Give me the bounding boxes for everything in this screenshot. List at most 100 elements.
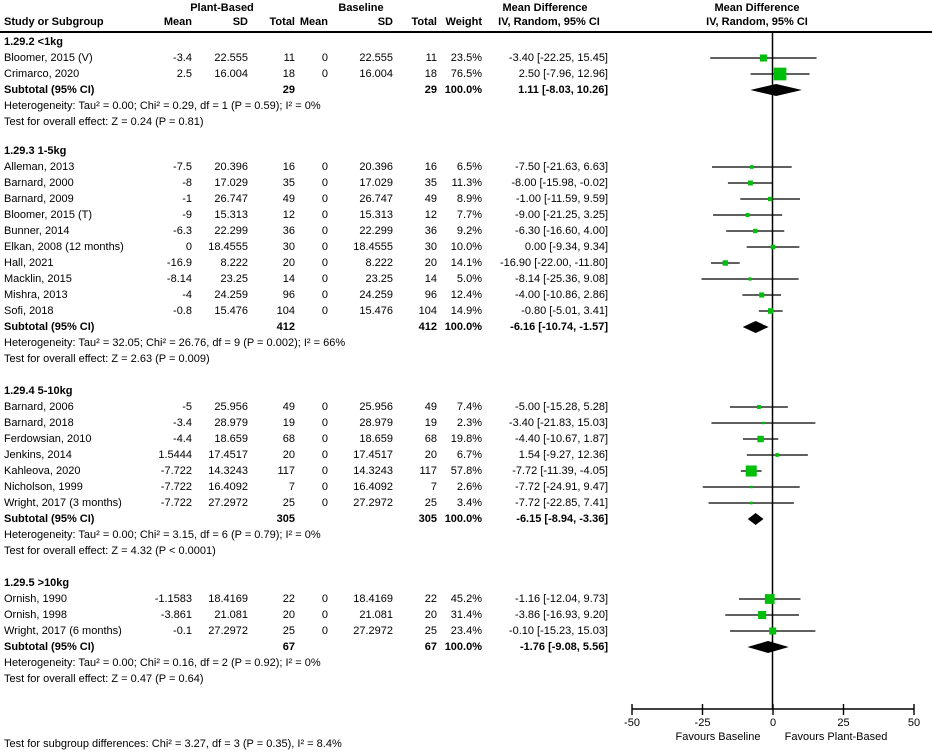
- study-name: Barnard, 2000: [4, 177, 74, 189]
- effect-square: [748, 277, 752, 281]
- subgroup-header-row: 1.29.2 <1kg: [0, 34, 932, 50]
- iv-method-column-header: IV, Random, 95% CI: [498, 16, 600, 28]
- ci-text: -8.14 [-25.36, 9.08]: [515, 273, 608, 285]
- ci-text: 0.00 [-9.34, 9.34]: [524, 241, 608, 253]
- sd-plant: 17.4517: [208, 449, 248, 461]
- weight: 14.9%: [450, 305, 482, 317]
- sd-plant: 22.299: [214, 225, 248, 237]
- subtotal-diamond: [747, 641, 789, 653]
- effect-square: [757, 435, 764, 443]
- total-plant: 7: [288, 481, 295, 493]
- sd-baseline: 8.222: [365, 257, 393, 269]
- mean-plant: -1.1583: [154, 593, 192, 605]
- total-plant: 117: [277, 465, 295, 477]
- sd-plant: 18.4555: [208, 241, 248, 253]
- effect-square: [769, 627, 777, 635]
- effect-square: [756, 405, 761, 409]
- total-baseline: 16: [424, 161, 437, 173]
- heterogeneity-row: Heterogeneity: Tau² = 32.05; Chi² = 26.7…: [0, 335, 932, 351]
- heterogeneity-text: Heterogeneity: Tau² = 0.00; Chi² = 3.15,…: [4, 529, 321, 541]
- subgroup-header-row: 1.29.3 1-5kg: [0, 143, 932, 159]
- mean-plant: -3.4: [173, 417, 192, 429]
- mean-baseline: 0: [321, 401, 328, 413]
- weight: 9.2%: [456, 225, 482, 237]
- study-name: Sofi, 2018: [4, 305, 54, 317]
- mean-baseline: 0: [321, 161, 328, 173]
- total-baseline: 12: [424, 209, 437, 221]
- heterogeneity-text: Heterogeneity: Tau² = 0.00; Chi² = 0.29,…: [4, 100, 321, 112]
- heterogeneity-text: Heterogeneity: Tau² = 32.05; Chi² = 26.7…: [4, 337, 346, 349]
- effect-square: [758, 610, 767, 620]
- mean-baseline: 0: [321, 209, 328, 221]
- subgroup-header-row: 1.29.5 >10kg: [0, 575, 932, 591]
- study-name: Hall, 2021: [4, 257, 54, 269]
- weight: 23.4%: [450, 625, 482, 637]
- mean-baseline: 0: [321, 52, 328, 64]
- mean-plant: -6.3: [173, 225, 192, 237]
- total-plant: 68: [282, 433, 295, 445]
- sd-plant: 20.396: [214, 161, 248, 173]
- subtotal-diamond: [750, 84, 802, 96]
- mean-baseline: 0: [321, 481, 328, 493]
- sd-baseline: 21.081: [359, 609, 393, 621]
- overall-effect-text: Test for overall effect: Z = 0.24 (P = 0…: [4, 116, 204, 128]
- weight: 3.4%: [456, 497, 482, 509]
- sd-baseline: 18.4169: [353, 593, 393, 605]
- mean-plant: -4: [182, 289, 192, 301]
- sd-plant: 15.476: [214, 305, 248, 317]
- subtotal-ci-text: -1.76 [-9.08, 5.56]: [519, 641, 608, 653]
- total-plant: 16: [282, 161, 295, 173]
- sd-baseline: 22.555: [359, 52, 393, 64]
- sd-baseline: 25.956: [359, 401, 393, 413]
- total-baseline: 18: [424, 68, 437, 80]
- study-row: Hall, 2021 -16.9 8.222 20 0 8.222 20 14.1% -16.9…: [0, 255, 932, 271]
- ci-text: -3.86 [-16.93, 9.20]: [515, 609, 608, 621]
- mean-plant: -8.14: [166, 273, 192, 285]
- sd-plant: 27.2972: [208, 497, 248, 509]
- study-row: Bunner, 2014 -6.3 22.299 36 0 22.299 36 9.2% -6.…: [0, 223, 932, 239]
- ci-text: -8.00 [-15.98, -0.02]: [511, 177, 608, 189]
- mean-baseline: 0: [321, 625, 328, 637]
- mean-baseline: 0: [321, 225, 328, 237]
- overall-effect-text: Test for overall effect: Z = 4.32 (P < 0…: [4, 545, 216, 557]
- ci-text: -5.00 [-15.28, 5.28]: [515, 401, 608, 413]
- total-baseline: 7: [430, 481, 437, 493]
- overall-effect-text: Test for overall effect: Z = 2.63 (P = 0…: [4, 353, 210, 365]
- mean-baseline: 0: [321, 497, 328, 509]
- mean-plant: -3.861: [160, 609, 192, 621]
- mean-plant: 0: [185, 241, 192, 253]
- mean-plant: -0.1: [173, 625, 192, 637]
- mean-plant: -7.722: [160, 465, 192, 477]
- total-baseline: 11: [425, 52, 437, 64]
- sd-plant: 18.659: [214, 433, 248, 445]
- sd-baseline: 14.3243: [353, 465, 393, 477]
- sd-plant: 14.3243: [208, 465, 248, 477]
- mean-baseline: 0: [321, 417, 328, 429]
- mean-plant: -0.8: [173, 305, 192, 317]
- heterogeneity-row: Heterogeneity: Tau² = 0.00; Chi² = 0.29,…: [0, 98, 932, 114]
- mean-baseline: 0: [321, 241, 328, 253]
- ci-text: -16.90 [-22.00, -11.80]: [499, 257, 608, 269]
- weight: 8.9%: [456, 193, 482, 205]
- total-baseline: 14: [424, 273, 437, 285]
- study-name: Nicholson, 1999: [4, 481, 83, 493]
- total-plant: 18: [282, 68, 295, 80]
- sd-plant: 25.956: [214, 401, 248, 413]
- weight: 12.4%: [450, 289, 482, 301]
- ci-text: -7.72 [-22.85, 7.41]: [515, 497, 608, 509]
- total-baseline: 35: [424, 177, 437, 189]
- axis-tick-label: 0: [770, 717, 776, 729]
- effect-square: [753, 228, 758, 234]
- study-name: Ornish, 1998: [4, 609, 67, 621]
- sd-baseline: 27.2972: [353, 625, 393, 637]
- sd-baseline: 15.313: [359, 209, 393, 221]
- mean-plant: -3.4: [173, 52, 192, 64]
- subgroup-label: 1.29.2 <1kg: [4, 36, 64, 48]
- mean-plant: -9: [182, 209, 192, 221]
- ci-text: -0.80 [-5.01, 3.41]: [521, 305, 608, 317]
- sd-plant-header: SD: [232, 16, 248, 28]
- favours-left-label: Favours Baseline: [676, 731, 761, 743]
- mean-baseline: 0: [321, 257, 328, 269]
- subtotal-weight: 100.0%: [444, 641, 482, 653]
